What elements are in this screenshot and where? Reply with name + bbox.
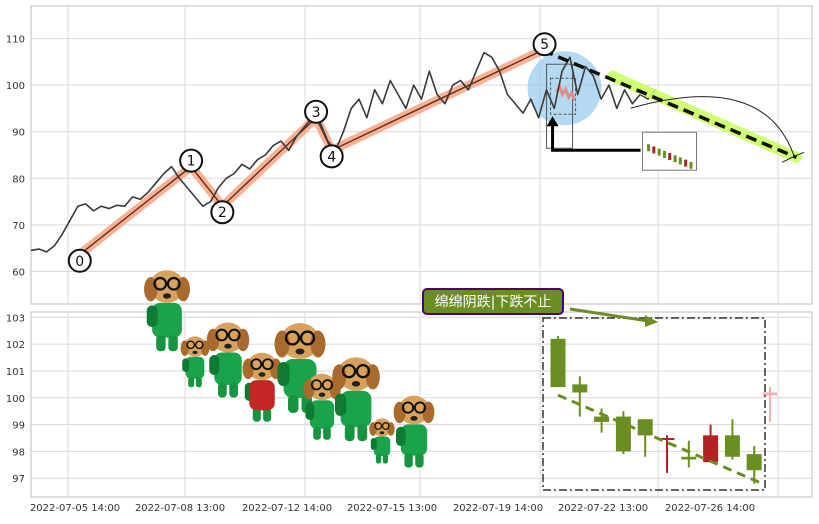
zoom-box-inner bbox=[550, 77, 577, 115]
thumbnail-candle bbox=[657, 148, 661, 156]
annotation-box bbox=[422, 288, 564, 315]
wave-label-text: 2 bbox=[218, 205, 227, 221]
x-tick-label: 2022-07-15 13:00 bbox=[347, 503, 437, 514]
top-y-tick-label: 70 bbox=[12, 221, 25, 232]
candle-trend-line bbox=[557, 393, 763, 485]
bottom-y-tick-label: 103 bbox=[6, 313, 25, 324]
candle-body bbox=[594, 416, 610, 422]
top-y-tick-labels: 60 70 80 90 100 110 bbox=[6, 35, 25, 279]
wave-label-5: 5 bbox=[532, 32, 557, 57]
wave-label-0: 0 bbox=[67, 248, 92, 273]
price-line bbox=[30, 51, 657, 253]
price-polyline bbox=[30, 51, 657, 253]
bottom-y-tick-label: 101 bbox=[6, 367, 25, 378]
top-y-tick-label: 80 bbox=[12, 174, 25, 185]
arc-arrowhead bbox=[781, 151, 805, 163]
wave-label-2: 2 bbox=[210, 200, 235, 225]
projection-arc bbox=[630, 96, 795, 157]
wave-label-text: 1 bbox=[187, 154, 196, 170]
bottom-y-tick-label: 98 bbox=[12, 447, 25, 458]
annotation-text: 绵绵阴跌|下跌不止 bbox=[435, 294, 552, 311]
ghost-candle-body bbox=[763, 392, 777, 396]
x-tick-label: 2022-07-26 14:00 bbox=[665, 503, 755, 514]
top-y-tick-label: 90 bbox=[12, 128, 25, 139]
candle-body bbox=[659, 438, 675, 441]
bottom-y-tick-label: 99 bbox=[12, 421, 25, 432]
wave-label-circle bbox=[210, 200, 235, 225]
wave-label-4: 4 bbox=[319, 144, 344, 169]
wave-label-1: 1 bbox=[179, 148, 204, 173]
dog-sticker-group bbox=[142, 269, 436, 469]
thumbnail-candle bbox=[652, 146, 656, 154]
wave-label-circle bbox=[304, 99, 329, 124]
trend-dashed-line bbox=[541, 48, 798, 159]
candle-zoom-box bbox=[542, 317, 766, 491]
candle bbox=[703, 424, 719, 463]
thumbnail-candle bbox=[662, 150, 666, 158]
candle-body bbox=[724, 435, 740, 457]
wave-label-text: 3 bbox=[312, 105, 321, 121]
candle bbox=[681, 440, 697, 468]
thumbnail-candle bbox=[689, 161, 693, 169]
wave-path-line bbox=[81, 49, 543, 254]
bottom-y-tick-label: 100 bbox=[6, 394, 25, 405]
wave-label-text: 5 bbox=[540, 37, 549, 53]
candle bbox=[724, 419, 740, 460]
wave-label-3: 3 bbox=[304, 99, 329, 124]
wave-label-circle bbox=[179, 148, 204, 173]
wave-path bbox=[77, 45, 548, 258]
top-y-tick-label: 100 bbox=[6, 81, 25, 92]
x-tick-label: 2022-07-08 13:00 bbox=[135, 503, 225, 514]
wave-label-circle bbox=[532, 32, 557, 57]
thumbnail-candle bbox=[678, 157, 682, 165]
x-tick-label: 2022-07-19 14:00 bbox=[453, 503, 543, 514]
candle bbox=[746, 446, 762, 484]
wave-label-circle bbox=[319, 144, 344, 169]
bottom-y-tick-label: 97 bbox=[12, 474, 25, 485]
annotation: 绵绵阴跌|下跌不止 bbox=[422, 288, 658, 327]
wave-label-circle bbox=[67, 248, 92, 273]
x-tick-label: 2022-07-12 14:00 bbox=[242, 503, 332, 514]
candle-body bbox=[572, 384, 588, 393]
bottom-y-tick-label: 102 bbox=[6, 340, 25, 351]
zoom-box bbox=[546, 63, 574, 149]
candle bbox=[659, 435, 675, 473]
thumbnail-frame bbox=[642, 131, 698, 171]
connector-arrowhead bbox=[546, 116, 559, 127]
x-tick-label: 2022-07-22 13:00 bbox=[558, 503, 648, 514]
x-tick-labels: 2022-07-05 14:00 2022-07-08 13:00 2022-07-… bbox=[30, 503, 755, 514]
dog-red-outfit bbox=[249, 380, 275, 411]
candle-body bbox=[703, 435, 719, 463]
trend-projection bbox=[541, 48, 805, 163]
wave-label-text: 4 bbox=[327, 149, 336, 165]
x-tick-label: 2022-07-05 14:00 bbox=[30, 503, 120, 514]
candle bbox=[550, 336, 566, 388]
candles bbox=[542, 317, 777, 491]
top-y-tick-label: 60 bbox=[12, 267, 25, 278]
thumbnail-candle bbox=[647, 144, 651, 152]
wave-label-text: 0 bbox=[75, 254, 84, 270]
candle bbox=[572, 376, 588, 417]
candle-thumbnail-icon bbox=[642, 131, 698, 171]
bottom-y-tick-labels: 97 98 99 100 101 102 103 bbox=[6, 313, 25, 485]
candle bbox=[615, 411, 631, 455]
candle-body bbox=[681, 456, 697, 460]
annotation-arrow bbox=[569, 307, 649, 323]
connector-line bbox=[551, 122, 641, 152]
thumbnail-candle bbox=[673, 155, 677, 163]
top-y-tick-label: 110 bbox=[6, 35, 25, 46]
thumbnail-candle bbox=[684, 159, 688, 167]
thumbnail-candle bbox=[668, 153, 672, 161]
wave-labels: 0 1 2 3 4 5 bbox=[67, 32, 557, 273]
candle-body bbox=[550, 338, 566, 388]
candle-body bbox=[746, 454, 762, 471]
annotation-arrowhead bbox=[645, 315, 658, 327]
